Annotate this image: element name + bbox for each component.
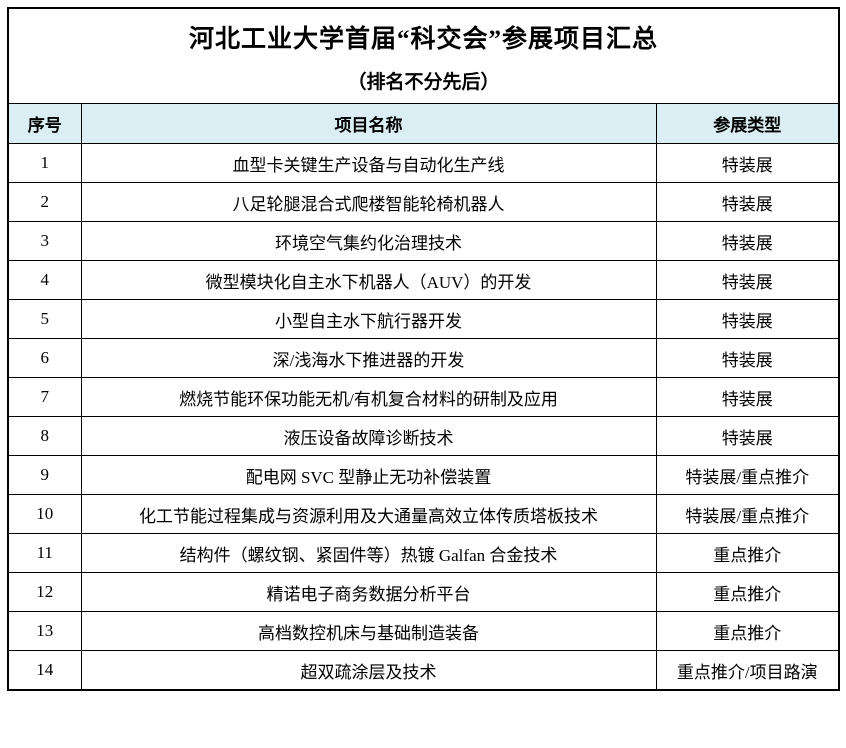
row-number-cell: 8 — [7, 416, 82, 456]
project-name-cell: 八足轮腿混合式爬楼智能轮椅机器人 — [80, 182, 657, 222]
exhibit-type-cell: 特装展 — [655, 221, 840, 261]
project-summary-table: 河北工业大学首届“科交会”参展项目汇总 （排名不分先后） 序号 项目名称 参展类… — [7, 7, 841, 691]
table-row: 5 小型自主水下航行器开发 特装展 — [7, 299, 840, 339]
exhibit-type-cell: 特装展 — [655, 182, 840, 222]
column-header-name: 项目名称 — [80, 103, 657, 144]
project-name-cell: 精诺电子商务数据分析平台 — [80, 572, 657, 612]
project-name-cell: 小型自主水下航行器开发 — [80, 299, 657, 339]
project-name-cell: 深/浅海水下推进器的开发 — [80, 338, 657, 378]
row-number-cell: 12 — [7, 572, 82, 612]
project-name-cell: 燃烧节能环保功能无机/有机复合材料的研制及应用 — [80, 377, 657, 417]
row-number-cell: 9 — [7, 455, 82, 495]
title-row: 河北工业大学首届“科交会”参展项目汇总 （排名不分先后） — [7, 7, 840, 104]
exhibit-type-cell: 特装展 — [655, 299, 840, 339]
row-number-cell: 10 — [7, 494, 82, 534]
table-row: 12 精诺电子商务数据分析平台 重点推介 — [7, 572, 840, 612]
row-number-cell: 5 — [7, 299, 82, 339]
row-number-cell: 11 — [7, 533, 82, 573]
table-row: 9 配电网 SVC 型静止无功补偿装置 特装展/重点推介 — [7, 455, 840, 495]
table-row: 11 结构件（螺纹钢、紧固件等）热镀 Galfan 合金技术 重点推介 — [7, 533, 840, 573]
exhibit-type-cell: 特装展 — [655, 416, 840, 456]
table-row: 10 化工节能过程集成与资源利用及大通量高效立体传质塔板技术 特装展/重点推介 — [7, 494, 840, 534]
table-title-cell: 河北工业大学首届“科交会”参展项目汇总 （排名不分先后） — [7, 7, 840, 104]
table-row: 6 深/浅海水下推进器的开发 特装展 — [7, 338, 840, 378]
exhibit-type-cell: 特装展 — [655, 143, 840, 183]
page-title: 河北工业大学首届“科交会”参展项目汇总 — [189, 25, 659, 53]
row-number-cell: 4 — [7, 260, 82, 300]
exhibit-type-cell: 特装展 — [655, 338, 840, 378]
table-body: 河北工业大学首届“科交会”参展项目汇总 （排名不分先后） 序号 项目名称 参展类… — [7, 7, 840, 691]
header-row: 序号 项目名称 参展类型 — [7, 103, 840, 144]
project-name-cell: 环境空气集约化治理技术 — [80, 221, 657, 261]
exhibit-type-cell: 特装展/重点推介 — [655, 494, 840, 534]
exhibit-type-cell: 特装展/重点推介 — [655, 455, 840, 495]
project-name-cell: 结构件（螺纹钢、紧固件等）热镀 Galfan 合金技术 — [80, 533, 657, 573]
exhibit-type-cell: 重点推介 — [655, 533, 840, 573]
table-row: 1 血型卡关键生产设备与自动化生产线 特装展 — [7, 143, 840, 183]
table-row: 8 液压设备故障诊断技术 特装展 — [7, 416, 840, 456]
project-name-cell: 超双疏涂层及技术 — [80, 650, 657, 691]
row-number-cell: 2 — [7, 182, 82, 222]
table-row: 14 超双疏涂层及技术 重点推介/项目路演 — [7, 650, 840, 691]
exhibit-type-cell: 重点推介 — [655, 611, 840, 651]
column-header-no: 序号 — [7, 103, 82, 144]
row-number-cell: 14 — [7, 650, 82, 691]
project-name-cell: 液压设备故障诊断技术 — [80, 416, 657, 456]
page-subtitle: （排名不分先后） — [347, 71, 500, 93]
row-number-cell: 13 — [7, 611, 82, 651]
project-name-cell: 配电网 SVC 型静止无功补偿装置 — [80, 455, 657, 495]
row-number-cell: 1 — [7, 143, 82, 183]
table-row: 4 微型模块化自主水下机器人（AUV）的开发 特装展 — [7, 260, 840, 300]
row-number-cell: 7 — [7, 377, 82, 417]
row-number-cell: 6 — [7, 338, 82, 378]
exhibit-type-cell: 重点推介 — [655, 572, 840, 612]
project-name-cell: 血型卡关键生产设备与自动化生产线 — [80, 143, 657, 183]
table-row: 2 八足轮腿混合式爬楼智能轮椅机器人 特装展 — [7, 182, 840, 222]
project-name-cell: 化工节能过程集成与资源利用及大通量高效立体传质塔板技术 — [80, 494, 657, 534]
exhibit-type-cell: 重点推介/项目路演 — [655, 650, 840, 691]
table-row: 3 环境空气集约化治理技术 特装展 — [7, 221, 840, 261]
exhibit-type-cell: 特装展 — [655, 377, 840, 417]
project-name-cell: 高档数控机床与基础制造装备 — [80, 611, 657, 651]
project-name-cell: 微型模块化自主水下机器人（AUV）的开发 — [80, 260, 657, 300]
exhibit-type-cell: 特装展 — [655, 260, 840, 300]
table-row: 13 高档数控机床与基础制造装备 重点推介 — [7, 611, 840, 651]
column-header-type: 参展类型 — [655, 103, 840, 144]
row-number-cell: 3 — [7, 221, 82, 261]
table-row: 7 燃烧节能环保功能无机/有机复合材料的研制及应用 特装展 — [7, 377, 840, 417]
